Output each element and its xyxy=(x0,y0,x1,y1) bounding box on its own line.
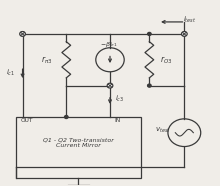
Text: $i_{c3}$: $i_{c3}$ xyxy=(114,93,124,104)
Text: $-\beta i_{e1}$: $-\beta i_{e1}$ xyxy=(100,40,118,49)
Circle shape xyxy=(64,116,68,118)
Text: $v_{test}$: $v_{test}$ xyxy=(155,126,170,135)
Text: $r_{O3}$: $r_{O3}$ xyxy=(160,54,172,65)
Text: Q1 - Q2 Two-transistor
Current Mirror: Q1 - Q2 Two-transistor Current Mirror xyxy=(43,137,114,148)
Text: $i_{test}$: $i_{test}$ xyxy=(183,15,196,25)
Circle shape xyxy=(182,31,187,36)
Text: IN: IN xyxy=(114,118,121,124)
Text: $r_{\pi3}$: $r_{\pi3}$ xyxy=(41,54,52,65)
Text: OUT: OUT xyxy=(20,118,33,124)
Circle shape xyxy=(20,31,25,36)
Bar xyxy=(16,117,141,178)
Circle shape xyxy=(107,83,113,88)
Text: $i_{c1}$: $i_{c1}$ xyxy=(6,68,15,78)
Circle shape xyxy=(148,32,151,35)
Circle shape xyxy=(148,84,151,87)
